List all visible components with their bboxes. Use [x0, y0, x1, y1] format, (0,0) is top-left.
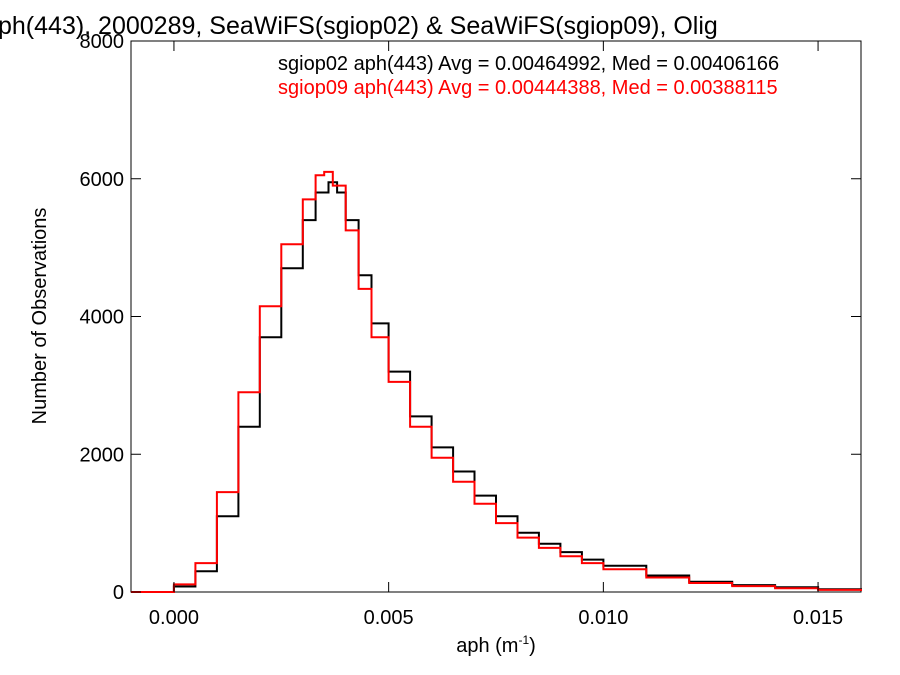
y-tick-label: 4000 [80, 307, 125, 329]
chart-title: ph(443), 2000289, SeaWiFS(sgiop02) & Sea… [0, 12, 718, 40]
x-tick-label: 0.000 [149, 607, 199, 629]
y-axis-label: Number of Observations [29, 208, 51, 425]
x-axis-label-close: ) [529, 635, 536, 657]
series-sgiop02-line [131, 181, 862, 593]
legend: sgiop02 aph(443) Avg = 0.00464992, Med =… [278, 53, 779, 99]
series-sgiop09-line [131, 170, 862, 593]
series-layer [131, 170, 862, 593]
x-axis-label-main: aph (m [456, 635, 518, 657]
y-tick-label: 8000 [80, 31, 125, 53]
legend-entry-sgiop02: sgiop02 aph(443) Avg = 0.00464992, Med =… [278, 53, 779, 75]
axis-layer: 0.000 0.005 0.010 0.015 0 2000 4000 6000 8000 [80, 31, 861, 629]
x-tick-label: 0.015 [793, 607, 843, 629]
x-tick-label: 0.010 [578, 607, 628, 629]
y-tick-label: 0 [113, 582, 124, 604]
legend-entry-sgiop09: sgiop09 aph(443) Avg = 0.00444388, Med =… [278, 77, 778, 99]
y-tick-label: 2000 [80, 444, 125, 466]
y-tick-label: 6000 [80, 169, 125, 191]
x-tick-label: 0.005 [364, 607, 414, 629]
x-axis-label-sup: -1 [518, 633, 529, 647]
x-axis-label: aph (m-1) [456, 633, 536, 657]
